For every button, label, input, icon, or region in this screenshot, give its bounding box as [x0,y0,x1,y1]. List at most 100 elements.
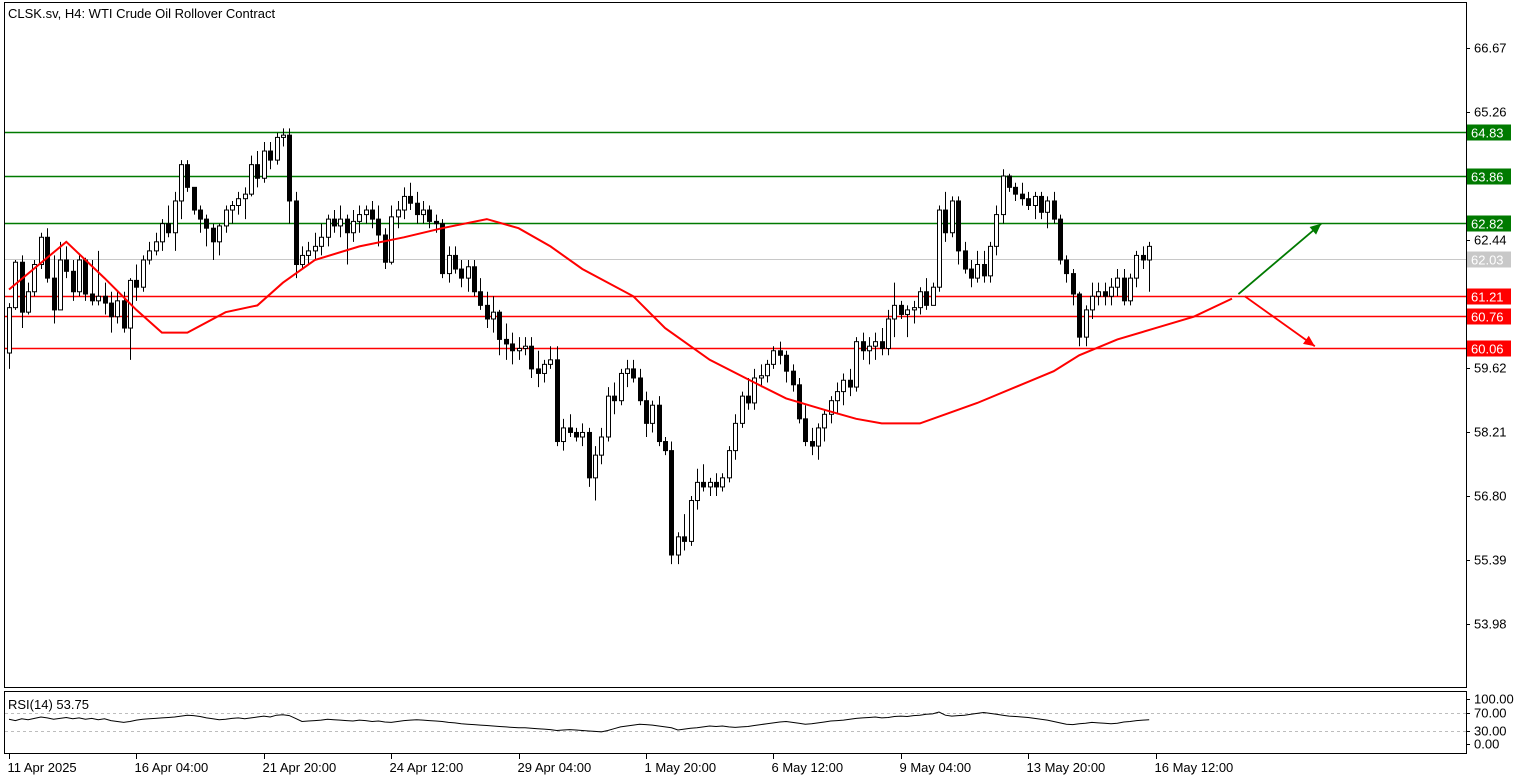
bearish-candle [294,200,299,266]
bullish-candle [230,205,235,211]
bearish-candle [134,279,139,288]
bullish-candle [236,198,241,207]
bullish-candle [39,236,44,266]
bullish-candle [829,400,834,415]
resistance-level-label: 64.83 [1471,126,1504,141]
rsi-layer [5,711,1466,733]
bearish-candle [370,209,375,220]
bullish-candle [281,134,286,138]
bullish-candle [695,481,700,502]
bearish-candle [803,418,808,443]
bullish-candle [402,195,407,211]
bearish-candle [122,300,127,329]
bearish-candle [453,254,458,270]
bearish-candle [192,186,197,211]
trend-arrow-up [1237,222,1322,295]
bullish-candle [1134,254,1139,279]
candles-layer [7,128,1152,565]
bullish-candle [599,436,604,456]
rsi-pane-frame [4,691,1467,754]
bearish-candle [1013,186,1018,195]
bearish-candle [408,195,413,204]
bearish-candle [784,354,789,372]
bearish-candle [714,481,719,488]
bearish-candle [166,223,171,234]
bullish-candle [650,404,655,424]
bearish-candle [746,395,751,404]
bearish-candle [612,395,617,402]
price-tick-label: 58.21 [1474,425,1507,440]
bullish-candle [548,359,553,365]
rsi-line [8,711,1150,733]
bearish-candle [657,404,662,443]
bullish-candle [96,295,101,302]
support-level-label: 61.21 [1471,290,1504,305]
bearish-candle [459,268,464,279]
bearish-candle [204,218,209,229]
bullish-candle [262,150,267,179]
bullish-candle [243,193,248,200]
resistance-level-tag [1467,215,1511,232]
bearish-candle [644,400,649,424]
bullish-candle [619,372,624,402]
time-tick-label: 1 May 20:00 [645,760,717,775]
bearish-candle [1122,277,1127,302]
bullish-candle [173,200,178,234]
bearish-candle [345,218,350,234]
bearish-candle [574,431,579,438]
bullish-candle [822,413,827,429]
price-tick-label: 56.80 [1474,489,1507,504]
bullish-candle [1147,245,1152,261]
bullish-candle [580,431,585,438]
bullish-candle [224,209,229,227]
time-tick-label: 9 May 04:00 [900,760,972,775]
bearish-candle [568,427,573,433]
bearish-candle [90,293,95,302]
bearish-candle [1141,254,1146,261]
support-level-label: 60.06 [1471,342,1504,357]
bearish-candle [198,209,203,220]
support-level-tag [1467,308,1511,325]
bullish-candle [338,218,343,227]
bullish-candle [1115,277,1120,288]
bullish-candle [313,245,318,252]
bullish-candle [300,254,305,266]
bullish-candle [115,300,120,318]
bearish-candle [52,277,57,311]
current-price-tag [1467,251,1511,268]
bullish-candle [740,395,745,424]
bearish-candle [1103,291,1108,297]
time-tick-label: 13 May 20:00 [1027,760,1106,775]
bearish-candle [20,261,25,313]
bearish-candle [924,291,929,306]
bullish-candle [357,214,362,222]
bullish-candle [275,136,280,161]
bullish-candle [988,245,993,277]
bearish-candle [1039,195,1044,213]
bearish-candle [211,227,216,243]
bearish-candle [472,266,477,293]
bearish-candle [497,311,502,340]
bearish-candle [956,200,961,252]
bullish-candle [886,318,891,349]
arrow-head-down [1302,335,1315,347]
bearish-candle [383,234,388,263]
bullish-candle [1090,295,1095,311]
bearish-candle [861,341,866,352]
resistance-level-tag [1467,124,1511,141]
time-tick-label: 16 Apr 04:00 [135,760,209,775]
bullish-candle [676,536,681,556]
bullish-candle [931,286,936,306]
bearish-candle [510,343,515,352]
bullish-candle [523,345,528,349]
bullish-candle [752,377,757,404]
price-tick-label: 53.98 [1474,617,1507,632]
bullish-candle [491,311,496,320]
chart-title: CLSK.sv, H4: WTI Crude Oil Rollover Cont… [8,6,275,21]
bearish-candle [669,450,674,556]
time-axis: 11 Apr 2025 16 Apr 04:00 21 Apr 20:00 24 Ap… [8,754,1233,775]
bullish-candle [975,264,980,279]
time-tick-label: 11 Apr 2025 [8,760,77,775]
bullish-candle [364,209,369,216]
